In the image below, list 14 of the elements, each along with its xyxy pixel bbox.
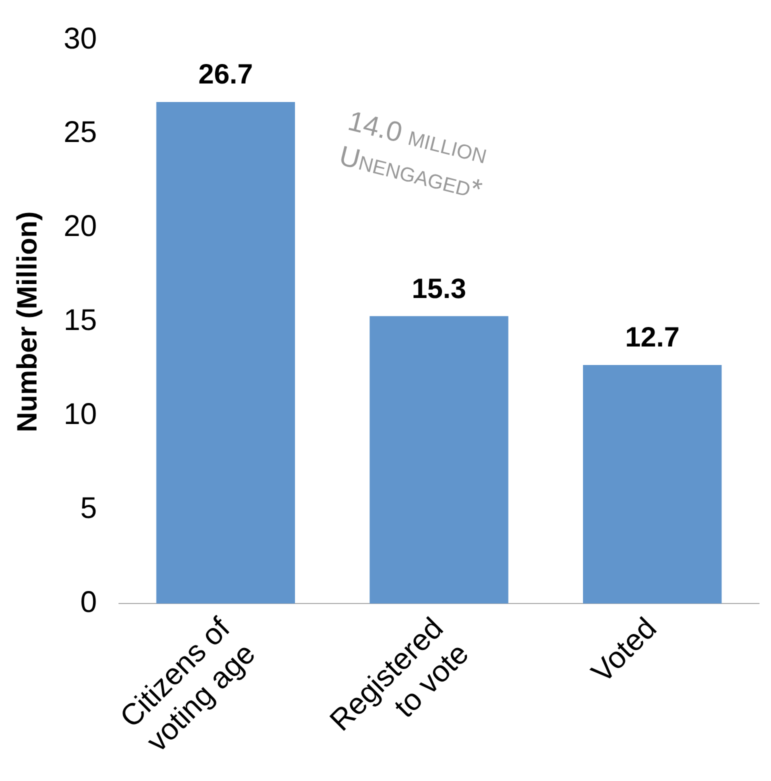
y-tick-label: 25: [64, 116, 97, 150]
y-tick-label: 10: [64, 398, 97, 431]
y-tick-label: 0: [80, 586, 97, 619]
y-tick-label: 30: [64, 22, 97, 56]
y-tick-label: 5: [80, 492, 97, 525]
y-tick-label: 20: [64, 210, 97, 244]
y-tick-label: 15: [64, 304, 97, 338]
data-label: 15.3: [412, 272, 466, 304]
bar: [370, 316, 508, 604]
bar: [156, 102, 295, 604]
y-axis-title: Number (Million): [12, 211, 43, 432]
data-label: 12.7: [625, 322, 680, 353]
bar: [582, 364, 722, 604]
data-label: 26.7: [198, 58, 253, 90]
